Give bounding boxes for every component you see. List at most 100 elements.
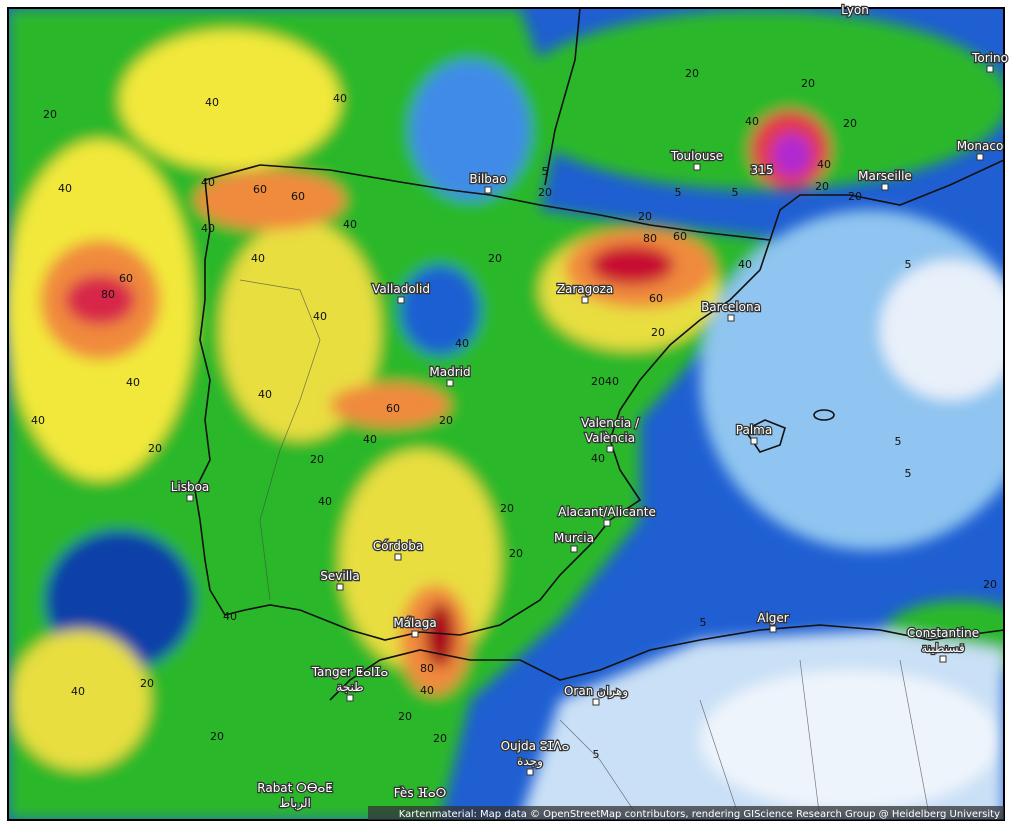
city-marker — [411, 630, 419, 638]
contour-label: 40 — [31, 414, 45, 427]
contour-label: 20 — [848, 190, 862, 203]
city-marker — [606, 445, 614, 453]
contour-label: 20 — [500, 502, 514, 515]
contour-label: 40 — [258, 388, 272, 401]
city-label: Málaga — [393, 616, 436, 630]
city-marker — [570, 545, 578, 553]
contour-label: 40 — [363, 433, 377, 446]
contour-label: 20 — [398, 710, 412, 723]
contour-label: 20 — [651, 326, 665, 339]
city-marker — [446, 379, 454, 387]
city-label: Madrid — [429, 365, 470, 379]
contour-label: 40 — [223, 610, 237, 623]
city-label: Lyon — [841, 3, 869, 17]
city-label: Lisboa — [171, 480, 210, 494]
contour-label: 60 — [673, 230, 687, 243]
contour-label: 5 — [700, 616, 707, 629]
contour-label: 20 — [983, 578, 997, 591]
contour-label: 20 — [843, 117, 857, 130]
contour-label: 20 — [148, 442, 162, 455]
contour-label: 60 — [386, 402, 400, 415]
city-label: وجدة — [517, 754, 543, 769]
city-label: 315 — [751, 163, 774, 177]
contour-label: 20 — [638, 210, 652, 223]
contour-label: 80 — [101, 288, 115, 301]
city-marker — [484, 186, 492, 194]
contour-label: 60 — [119, 272, 133, 285]
contour-label: 40 — [201, 222, 215, 235]
city-label: Alger — [757, 611, 789, 625]
contour-label: 20 — [591, 375, 605, 388]
city-label: Murcia — [554, 531, 594, 545]
city-label: Rabat ⵔⴱⴰⵟ — [257, 781, 332, 795]
city-marker — [727, 314, 735, 322]
city-label: Tanger ⵟⴰⵏⵊⴰ — [311, 665, 389, 679]
contour-label: 40 — [201, 176, 215, 189]
city-marker — [881, 183, 889, 191]
contour-label: 20 — [210, 730, 224, 743]
contour-label: 20 — [685, 67, 699, 80]
city-marker — [986, 65, 994, 73]
city-label: Sevilla — [320, 569, 359, 583]
contour-label: 80 — [420, 662, 434, 675]
city-label: قسنطينة — [921, 641, 965, 655]
city-label: Constantine — [907, 626, 979, 640]
contour-label: 40 — [71, 685, 85, 698]
coastlines — [194, 8, 1004, 701]
contour-label: 40 — [318, 495, 332, 508]
contour-label: 40 — [126, 376, 140, 389]
city-label: Torino — [971, 51, 1008, 65]
city-marker — [750, 437, 758, 445]
contour-label: 20 — [310, 453, 324, 466]
contour-label: 40 — [455, 337, 469, 350]
contour-label: 60 — [291, 190, 305, 203]
contour-label: 40 — [58, 182, 72, 195]
attribution-bar — [368, 806, 1004, 820]
attribution: Kartenmaterial: Map data © OpenStreetMap… — [399, 809, 1000, 820]
city-label: Zaragoza — [557, 282, 613, 296]
city-label: Alacant/Alicante — [558, 505, 656, 519]
city-label: Barcelona — [701, 300, 761, 314]
city-label: Valencia / — [581, 416, 640, 430]
city-marker — [581, 296, 589, 304]
contour-label: 20 — [509, 547, 523, 560]
contour-label: 40 — [591, 452, 605, 465]
city-marker — [394, 553, 402, 561]
city-label: Oujda ⵓⵊⴷⴰ — [501, 739, 570, 753]
contour-label: 40 — [251, 252, 265, 265]
contour-label: 5 — [542, 165, 549, 178]
city-marker — [976, 153, 984, 161]
contour-label: 40 — [343, 218, 357, 231]
city-marker — [346, 694, 354, 702]
city-label: Valladolid — [372, 282, 430, 296]
contour-label: 80 — [643, 232, 657, 245]
contour-label: 20 — [140, 677, 154, 690]
city-marker — [603, 519, 611, 527]
city-label: Bilbao — [469, 172, 506, 186]
borders — [239, 279, 931, 820]
city-marker — [939, 655, 947, 663]
contour-label: 20 — [815, 180, 829, 193]
city-marker — [336, 583, 344, 591]
city-marker — [693, 163, 701, 171]
contour-label: 5 — [675, 186, 682, 199]
contour-label: 5 — [905, 467, 912, 480]
contour-label: 40 — [817, 158, 831, 171]
contour-label: 60 — [253, 183, 267, 196]
city-label: Palma — [736, 423, 772, 437]
city-label: València — [585, 431, 635, 445]
city-marker — [186, 494, 194, 502]
city-label: الرباط — [279, 796, 311, 811]
city-label: Fès ⴼⴰⵙ — [394, 786, 447, 800]
city-label: طنجة — [336, 680, 363, 694]
map-layers — [8, 8, 1004, 820]
contour-label: 5 — [895, 435, 902, 448]
contour-label: 60 — [649, 292, 663, 305]
city-marker — [769, 625, 777, 633]
contour-label: 20 — [801, 77, 815, 90]
contour-label: 5 — [593, 748, 600, 761]
city-marker — [397, 296, 405, 304]
contour-label: 40 — [313, 310, 327, 323]
city-marker — [526, 768, 534, 776]
